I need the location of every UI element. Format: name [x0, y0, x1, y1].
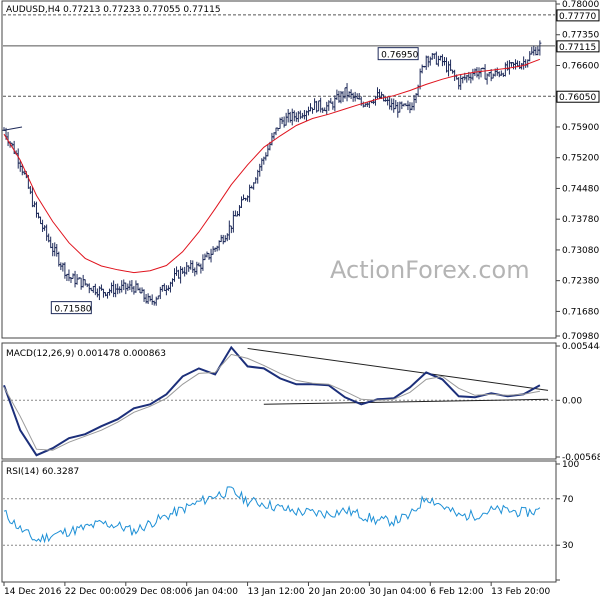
x-tick-label: 20 Jan 20:00 — [308, 587, 365, 597]
macd-ytick-label: 0.00 — [562, 396, 582, 406]
x-tick-label: 14 Dec 2016 — [4, 587, 62, 597]
signal-line — [3, 353, 540, 451]
x-tick-label: 30 Jan 04:00 — [369, 587, 426, 597]
x-tick-label: 13 Jan 12:00 — [248, 587, 305, 597]
price-title: AUDUSD,H4 0.77213 0.77233 0.77055 0.7711… — [6, 5, 221, 15]
rsi-title: RSI(14) 60.3287 — [6, 467, 79, 477]
rsi-ytick-label: 70 — [562, 495, 574, 505]
price-ytick-label: 0.75200 — [562, 154, 599, 164]
price-ytick-label: 0.72380 — [562, 277, 599, 287]
price-ytick-label: 0.76600 — [562, 61, 599, 71]
start-marker — [3, 126, 23, 131]
level-label: 0.77115 — [559, 43, 596, 53]
macd-title: MACD(12,26,9) 0.001478 0.000863 — [6, 349, 166, 359]
x-tick-label: 6 Jan 04:00 — [187, 587, 239, 597]
macd-trendline-lower — [263, 398, 549, 405]
rsi-line — [3, 486, 541, 544]
x-tick-label: 6 Feb 12:00 — [430, 587, 484, 597]
annotation-label: 0.71580 — [54, 305, 91, 315]
macd-panel — [1, 342, 557, 460]
price-ytick-label: 0.75900 — [562, 123, 599, 133]
level-label-box — [556, 90, 600, 103]
price-ytick-label: 0.74480 — [562, 184, 599, 194]
level-label: 0.77770 — [559, 12, 596, 22]
annotation-box — [377, 47, 419, 61]
annotation-label: 0.76950 — [381, 51, 418, 61]
rsi-layer — [3, 486, 555, 546]
rsi-ytick-label: 100 — [562, 460, 579, 470]
macd-line — [3, 345, 541, 457]
ohlc-bars — [2, 40, 542, 306]
rsi-ytick-label: 30 — [562, 541, 574, 551]
x-tick-label: 13 Feb 20:00 — [491, 587, 550, 597]
price-ytick-label: 0.73080 — [562, 246, 599, 256]
moving-average-line — [3, 58, 541, 274]
macd-trendline-upper — [247, 347, 549, 391]
price-layer: 0.76950 0.71580 — [2, 14, 555, 315]
price-ytick-label: 0.70980 — [562, 332, 599, 342]
level-label-box — [556, 9, 600, 22]
price-ytick-label: 0.73780 — [562, 215, 599, 225]
macd-ytick-label: -0.005685 — [562, 453, 600, 463]
x-tick-label: 29 Dec 08:00 — [126, 587, 187, 597]
macd-ytick-label: 0.005444 — [562, 342, 600, 352]
annotation-box — [50, 301, 92, 315]
price-ytick-label: 0.77350 — [562, 31, 599, 41]
macd-layer — [3, 345, 555, 457]
rsi-panel — [1, 460, 557, 583]
x-tick-label: 22 Dec 00:00 — [65, 587, 126, 597]
watermark: ActionForex.com — [330, 256, 530, 284]
axis-layer: 0.78000 0.77350 0.76600 0.76050 0.75900 0.752… — [3, 0, 600, 597]
price-panel — [1, 0, 557, 339]
level-label: 0.76050 — [559, 93, 596, 103]
level-label-box — [556, 40, 600, 53]
price-ytick-label: 0.71680 — [562, 307, 599, 317]
price-ytick-label: 0.78000 — [562, 0, 599, 10]
